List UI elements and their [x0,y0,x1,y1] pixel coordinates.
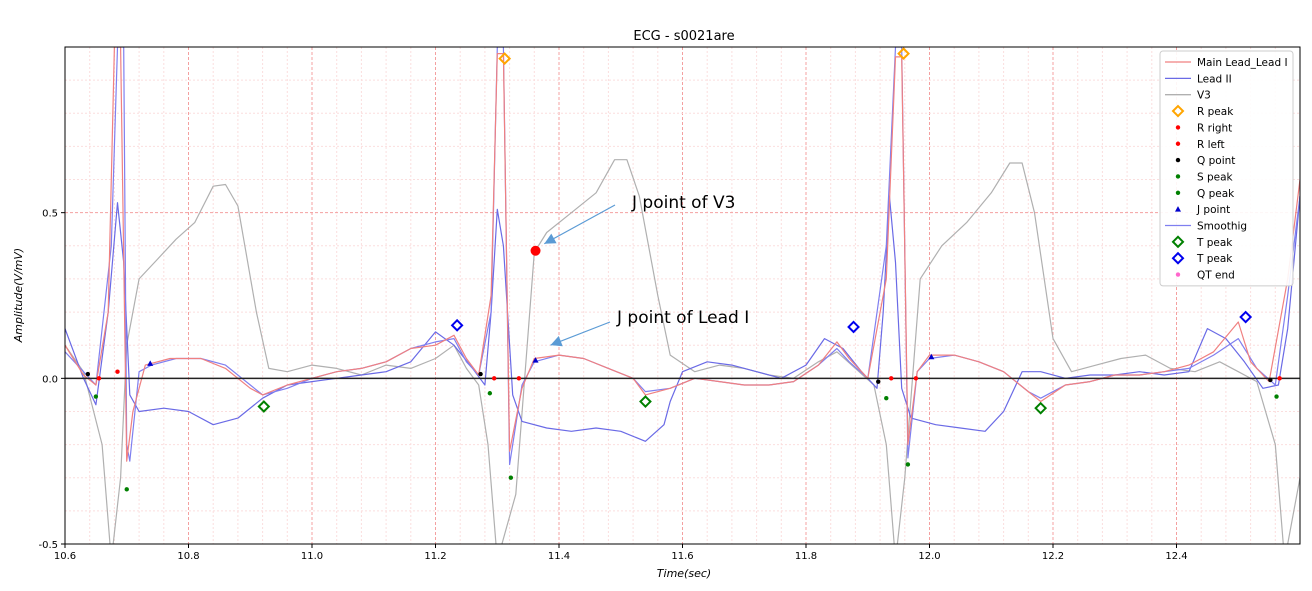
annotations: J point of V3 J point of Lead I [544,193,749,347]
x-tick-label: 11.0 [301,551,323,562]
marker-dot-14 [124,487,129,492]
x-tick-label: 10.6 [54,551,76,562]
chart-title: ECG - s0021are [633,29,734,44]
marker-dot-18 [905,462,911,467]
marker-dot-legend-7 [1175,174,1181,179]
annotation-arrowhead [544,233,557,244]
x-tick-label: 12.4 [1165,551,1187,562]
y-axis-label: Amplitude(V/mV) [12,248,25,343]
marker-dot-3 [115,369,120,374]
marker-dot-10 [478,371,483,377]
x-tick-label: 11.2 [424,551,446,562]
marker-diamond-28 [1239,310,1253,324]
marker-dot-11 [876,379,881,384]
marker-diamond-legend-12 [1171,251,1185,265]
marker-dot-19 [1274,394,1279,399]
marker-dot-16 [508,475,514,480]
annotation-arrowhead [550,336,563,347]
series-line-0 [65,159,1300,544]
legend-entry-label: QT end [1197,270,1235,282]
legend-entry-label: S peak [1197,171,1234,183]
marker-dot-6 [889,376,894,381]
marker-dot-legend-8 [1175,190,1181,195]
marker-bigdot-29 [530,245,541,256]
y-tick-label: 0.5 [42,209,58,220]
marker-dot-2 [96,376,102,381]
marker-diamond-24 [639,395,652,408]
marker-dot-15 [487,391,493,396]
marker-dot-7 [913,376,919,381]
legend-entry-label: Main Lead_Lead I [1197,57,1288,69]
marker-triangle-21 [532,357,539,363]
marker-diamond-1 [897,47,910,61]
marker-dot-12 [1268,377,1273,383]
legend-box [1159,50,1294,287]
marker-dot-9 [85,371,91,377]
x-tick-label: 10.8 [177,551,199,562]
series-line-3 [65,47,1300,462]
x-tick-label: 11.4 [548,551,570,562]
legend-entry-label: Q point [1197,155,1235,167]
marker-dot-13 [93,394,99,399]
x-tick-label: 11.8 [795,551,817,562]
marker-dot-17 [884,396,889,401]
y-tick-label: 0.0 [42,374,58,385]
legend: Main Lead_Lead I Lead II V3 R peak R right R … [1159,50,1294,287]
legend-entry-label: T peak [1196,253,1233,265]
x-tick-label: 12.0 [918,551,940,562]
legend-entry-label: Smoothig [1197,221,1247,233]
marker-diamond-23 [257,400,271,413]
marker-diamond-25 [1034,401,1048,415]
marker-diamond-legend-3 [1171,104,1185,118]
marker-diamond-legend-11 [1171,235,1185,249]
legend-entry-label: R peak [1197,106,1234,118]
marker-dot-8 [1277,376,1282,381]
grid [64,46,1301,545]
marker-dot-legend-13 [1175,272,1181,277]
marker-dot-4 [491,376,497,381]
legend-entry-label: Lead II [1197,73,1232,85]
marker-group [85,47,1282,492]
x-tick-label: 11.6 [671,551,693,562]
series-line-1 [65,195,1300,442]
marker-dot-legend-4 [1175,125,1181,130]
x-tick-label: 12.2 [1042,551,1064,562]
legend-entry-label: V3 [1197,90,1211,102]
marker-triangle-20 [147,360,154,366]
marker-triangle-legend-9 [1175,206,1181,212]
marker-dot-5 [516,376,522,381]
legend-entry-label: T peak [1196,237,1233,249]
legend-entry-label: R left [1197,139,1225,151]
series-group [65,47,1300,544]
annotation-label: J point of V3 [631,193,735,213]
marker-diamond-26 [450,318,464,332]
marker-dot-legend-5 [1175,141,1181,146]
marker-triangle-22 [928,353,935,360]
legend-entry-label: J point [1196,204,1230,216]
legend-entry-label: Q peak [1197,188,1235,200]
marker-diamond-0 [498,52,512,66]
y-tick-label: -0.5 [38,540,58,551]
marker-dot-legend-6 [1175,157,1181,163]
legend-entry-label: R right [1197,122,1232,134]
marker-diamond-27 [847,320,860,334]
annotation-arrow-line [544,204,616,245]
axes: 10.6 10.8 11.0 11.2 11.4 11.6 11.8 12.0 12.2 12.4… [38,46,1301,562]
x-axis-label: Time(sec) [657,567,711,580]
annotation-label: J point of Lead I [616,308,749,328]
